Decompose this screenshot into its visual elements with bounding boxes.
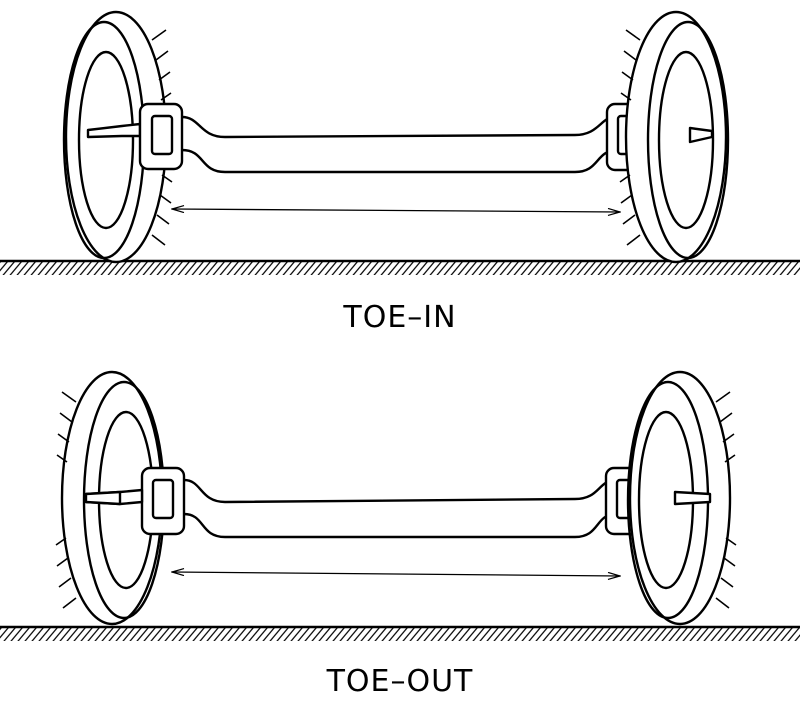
toe-in-caption: TOE–IN (343, 300, 457, 335)
measurement-arrow-icon (172, 209, 620, 212)
tire-icon (619, 10, 730, 264)
measurement-arrow-icon (172, 572, 620, 576)
ground-hatch-icon (0, 259, 800, 275)
toe-out-caption: TOE–OUT (326, 664, 474, 699)
toe-out-diagram (0, 370, 800, 641)
ground-hatch-icon (0, 625, 800, 641)
axle-icon (183, 478, 617, 539)
steering-knuckle-icon (86, 102, 184, 171)
axle-icon (181, 114, 619, 174)
toe-in-diagram (0, 10, 800, 275)
